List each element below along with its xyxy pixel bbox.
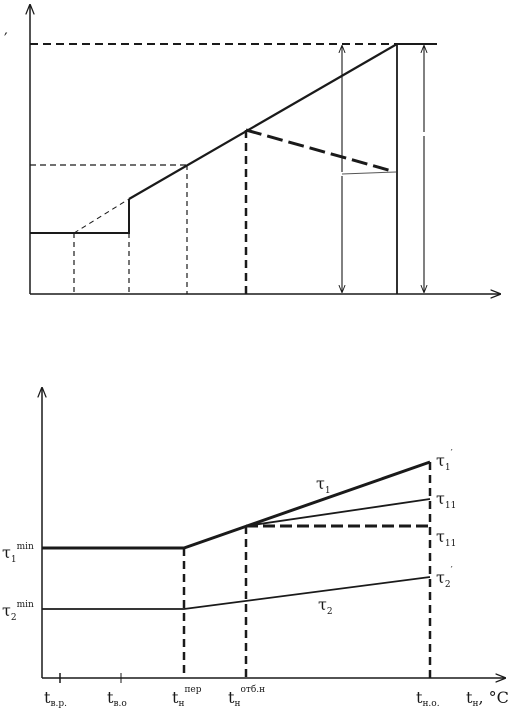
top-axis-mark: ′ xyxy=(4,29,8,48)
curve-tau2 xyxy=(42,576,431,610)
label-tau1-curve: τ1 xyxy=(316,474,331,496)
label-t-no: tн.о. xyxy=(416,688,440,709)
top-thin-connector xyxy=(341,171,397,175)
label-t-vr: tв.р. xyxy=(44,688,67,709)
label-tau11-lower: τ11 xyxy=(436,527,456,549)
label-t-otb: tнотб.н xyxy=(228,684,265,709)
top-diagram: ′ xyxy=(4,5,500,294)
label-t-n-unit: tн, °C xyxy=(466,688,509,709)
top-dashed-slope xyxy=(73,198,130,234)
label-t-per: tнпер xyxy=(172,685,202,709)
label-tau2-prime: τ2′ xyxy=(436,566,453,590)
top-dashed-branch xyxy=(245,128,393,173)
label-tau2-min: τ2min xyxy=(2,600,34,623)
bottom-diagram: τ1min τ2min τ1 τ2 τ1′ τ11 τ11 τ2′ tв.р. xyxy=(2,388,509,709)
label-t-vo: tв.о xyxy=(107,688,127,709)
label-tau11-upper: τ11 xyxy=(436,489,456,511)
curve-tau11-upper xyxy=(245,498,431,527)
label-tau1-prime: τ1′ xyxy=(436,449,453,473)
label-tau1-min: τ1min xyxy=(2,542,34,565)
top-main-line xyxy=(128,43,398,200)
label-tau2-curve: τ2 xyxy=(318,595,333,617)
curve-tau1 xyxy=(42,460,431,550)
top-low-segment xyxy=(30,199,130,234)
